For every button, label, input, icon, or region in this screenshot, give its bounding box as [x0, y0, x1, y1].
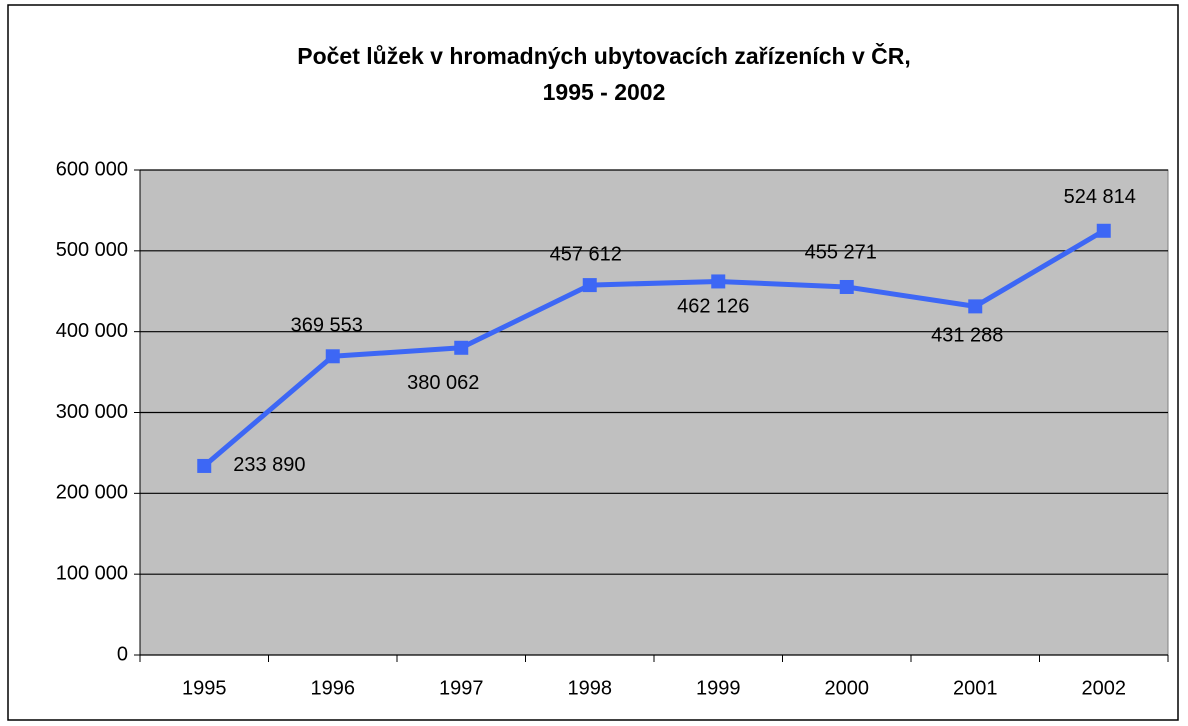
- y-tick-label: 0: [117, 643, 128, 665]
- data-label: 380 062: [407, 372, 479, 394]
- x-tick-label: 1999: [696, 677, 741, 699]
- x-tick-label: 2001: [953, 677, 998, 699]
- chart-title: 1995 - 2002: [543, 79, 666, 105]
- data-label: 462 126: [677, 296, 749, 318]
- point-marker: [839, 279, 854, 294]
- y-tick-label: 300 000: [56, 401, 128, 423]
- point-marker: [711, 274, 726, 289]
- point-marker: [197, 458, 212, 473]
- data-label: 524 814: [1064, 186, 1136, 208]
- data-label: 455 271: [805, 241, 877, 263]
- x-tick-label: 1996: [311, 677, 356, 699]
- x-tick-label: 1997: [439, 677, 484, 699]
- point-marker: [968, 299, 983, 314]
- x-tick-label: 1998: [568, 677, 613, 699]
- data-label: 369 553: [291, 315, 363, 337]
- chart-title: Počet lůžek v hromadných ubytovacích zař…: [297, 42, 911, 69]
- data-label: 431 288: [931, 325, 1003, 347]
- y-tick-label: 400 000: [56, 320, 128, 342]
- point-marker: [1096, 223, 1111, 238]
- data-label: 233 890: [233, 454, 305, 476]
- x-tick-label: 2000: [825, 677, 870, 699]
- line-series: [202, 228, 1106, 468]
- y-tick-label: 100 000: [56, 562, 128, 584]
- y-tick-label: 600 000: [56, 158, 128, 180]
- x-tick-label: 2002: [1082, 677, 1127, 699]
- x-tick-label: 1995: [182, 677, 227, 699]
- y-tick-label: 500 000: [56, 239, 128, 261]
- data-label: 457 612: [550, 243, 622, 265]
- point-marker: [454, 340, 469, 355]
- y-tick-label: 200 000: [56, 482, 128, 504]
- point-marker: [325, 349, 340, 364]
- point-marker: [582, 278, 597, 293]
